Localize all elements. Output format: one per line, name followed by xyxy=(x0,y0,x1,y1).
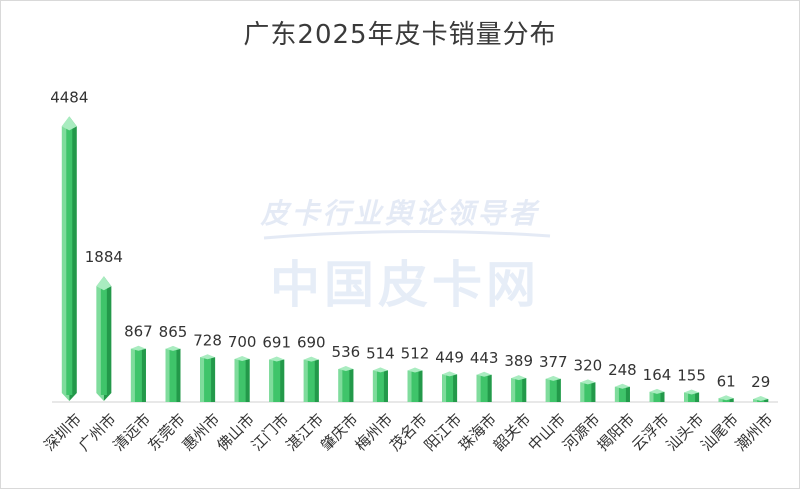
bar xyxy=(96,276,112,401)
category-tick-label: 茂名市 xyxy=(386,410,431,455)
bar-value-label: 690 xyxy=(297,334,326,352)
bar xyxy=(614,383,630,402)
category-tick-label: 汕尾市 xyxy=(697,410,742,455)
bar-value-label: 449 xyxy=(435,348,464,366)
bar-value-label: 514 xyxy=(366,344,395,362)
category-tick-label: 肇庆市 xyxy=(317,410,362,455)
bar xyxy=(476,371,492,402)
category-tick-label: 梅州市 xyxy=(352,410,397,455)
bar xyxy=(545,375,561,402)
category-tick-label: 韶关市 xyxy=(490,410,535,455)
bar-value-label: 867 xyxy=(124,323,153,341)
bar xyxy=(718,395,734,402)
bar xyxy=(338,366,354,402)
bar xyxy=(649,388,665,402)
category-tick-label: 珠海市 xyxy=(455,410,500,455)
bar-value-label: 61 xyxy=(717,372,736,390)
bar xyxy=(684,389,700,402)
bar xyxy=(200,354,216,402)
bar-value-label: 512 xyxy=(401,345,430,363)
category-tick-label: 湛江市 xyxy=(282,410,327,455)
category-tick-label: 潮州市 xyxy=(732,410,777,455)
bar-value-label: 248 xyxy=(608,361,637,379)
bar-value-label: 536 xyxy=(332,343,361,361)
bar-value-label: 865 xyxy=(159,323,188,341)
bar xyxy=(753,396,769,402)
category-tick-label: 河源市 xyxy=(559,410,604,455)
category-tick-label: 惠州市 xyxy=(179,410,224,455)
bar xyxy=(511,375,527,402)
category-tick-label: 汕头市 xyxy=(663,410,708,455)
category-tick-label: 阳江市 xyxy=(421,410,466,455)
bar-value-label: 29 xyxy=(751,373,770,391)
watermark-brand: 中国皮卡网 xyxy=(270,256,540,314)
bar xyxy=(130,345,146,402)
bar-value-label: 4484 xyxy=(50,88,88,106)
category-tick-label: 中山市 xyxy=(524,410,569,455)
bar xyxy=(269,356,285,402)
category-tick-label: 东莞市 xyxy=(144,410,189,455)
watermark-swoosh xyxy=(263,229,551,240)
bar xyxy=(442,371,458,402)
bar xyxy=(372,367,388,402)
bar-value-label: 1884 xyxy=(85,248,123,266)
bar-value-label: 377 xyxy=(539,353,568,371)
category-tick-label: 云浮市 xyxy=(628,410,673,455)
chart-title: 广东2025年皮卡销量分布 xyxy=(243,20,557,50)
bar-value-label: 728 xyxy=(193,331,222,349)
bar xyxy=(61,116,77,401)
category-tick-label: 江门市 xyxy=(248,410,293,455)
category-tick-label: 清远市 xyxy=(110,410,155,455)
bar-value-label: 691 xyxy=(262,334,291,352)
bar xyxy=(165,345,181,402)
bar-value-label: 320 xyxy=(574,356,603,374)
bar xyxy=(234,355,250,402)
bar-value-label: 164 xyxy=(643,366,672,384)
category-tick-label: 佛山市 xyxy=(213,410,258,455)
bar xyxy=(303,356,319,402)
bar-value-label: 443 xyxy=(470,349,499,367)
category-tick-label: 广州市 xyxy=(75,410,120,455)
category-tick-label: 深圳市 xyxy=(40,410,85,455)
bar xyxy=(580,379,596,402)
bar-value-label: 389 xyxy=(504,352,533,370)
bar-value-label: 700 xyxy=(228,333,257,351)
bar xyxy=(407,367,423,402)
bar-value-label: 155 xyxy=(677,366,706,384)
watermark-slogan: 皮卡行业舆论领导者 xyxy=(260,197,540,230)
category-tick-label: 揭阳市 xyxy=(594,410,639,455)
